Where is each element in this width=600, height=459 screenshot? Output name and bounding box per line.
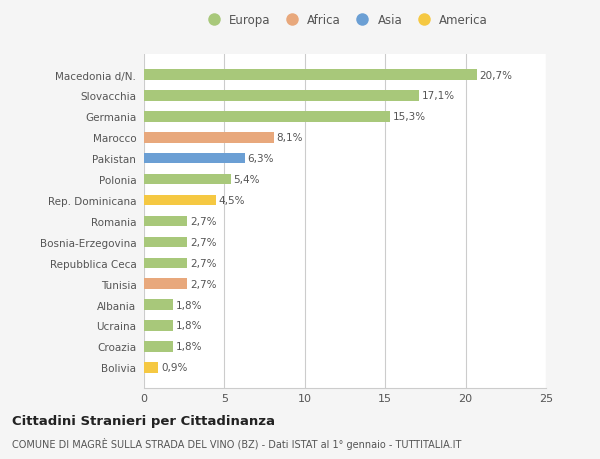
Text: 2,7%: 2,7% (190, 237, 217, 247)
Text: 6,3%: 6,3% (248, 154, 274, 164)
Text: 5,4%: 5,4% (233, 175, 260, 185)
Bar (144, 133, 274, 143)
Text: Cittadini Stranieri per Cittadinanza: Cittadini Stranieri per Cittadinanza (12, 414, 275, 428)
Bar (144, 216, 187, 227)
Bar (144, 196, 217, 206)
Bar (144, 362, 158, 373)
Text: 0,9%: 0,9% (161, 363, 187, 373)
Text: 17,1%: 17,1% (421, 91, 455, 101)
Text: COMUNE DI MAGRÈ SULLA STRADA DEL VINO (BZ) - Dati ISTAT al 1° gennaio - TUTTITAL: COMUNE DI MAGRÈ SULLA STRADA DEL VINO (B… (12, 437, 461, 449)
Bar (144, 279, 187, 289)
Bar (144, 258, 187, 269)
Bar (144, 112, 390, 123)
Text: 15,3%: 15,3% (392, 112, 425, 122)
Text: 2,7%: 2,7% (190, 258, 217, 268)
Bar (144, 174, 231, 185)
Legend: Europa, Africa, Asia, America: Europa, Africa, Asia, America (202, 14, 488, 28)
Text: 1,8%: 1,8% (175, 321, 202, 331)
Bar (144, 154, 245, 164)
Text: 2,7%: 2,7% (190, 217, 217, 226)
Text: 8,1%: 8,1% (277, 133, 303, 143)
Text: 1,8%: 1,8% (175, 300, 202, 310)
Text: 1,8%: 1,8% (175, 341, 202, 352)
Text: 2,7%: 2,7% (190, 279, 217, 289)
Bar (144, 91, 419, 101)
Bar (144, 70, 477, 81)
Bar (144, 300, 173, 310)
Text: 4,5%: 4,5% (219, 196, 245, 206)
Bar (144, 320, 173, 331)
Bar (144, 237, 187, 247)
Bar (144, 341, 173, 352)
Text: 20,7%: 20,7% (479, 70, 512, 80)
